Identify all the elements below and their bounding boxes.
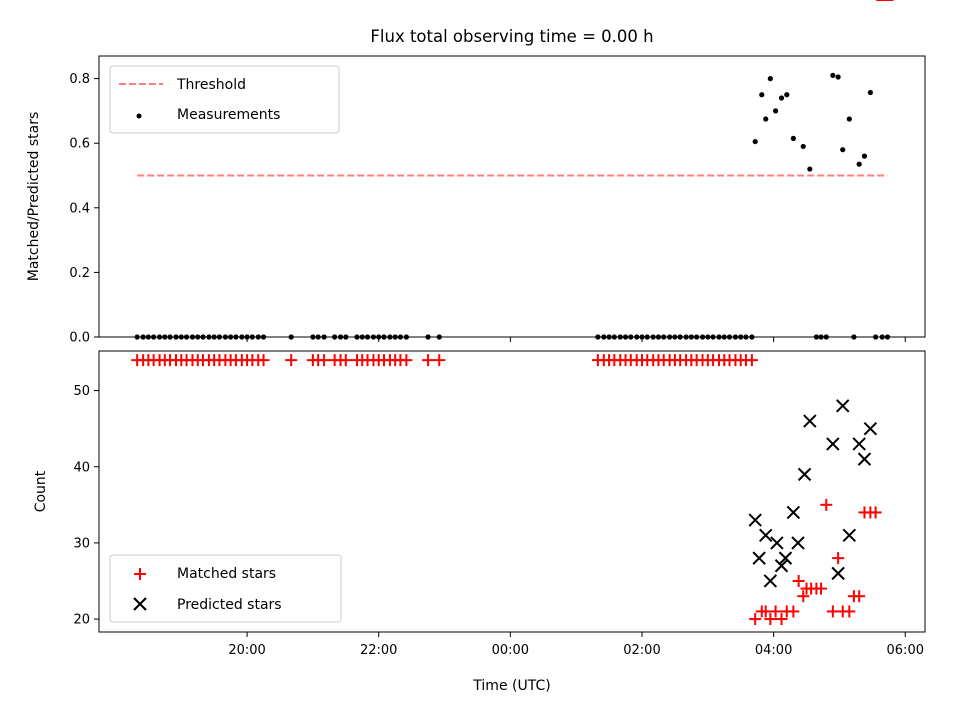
- matched-star-point: [745, 354, 758, 367]
- matched-stars-legend-swatch: [134, 568, 146, 580]
- measurement-point: [861, 153, 868, 159]
- top-plot-frame: [98, 55, 926, 338]
- bottom-y-tick-label: 50: [73, 384, 90, 399]
- predicted-star-point: [752, 551, 766, 565]
- predicted-star-point: [778, 551, 793, 565]
- matched-star-point: [433, 354, 446, 367]
- measurement-point: [807, 166, 813, 172]
- measurement-point: [830, 72, 836, 78]
- matched-star-point: [775, 613, 788, 626]
- predicted-star-point: [803, 414, 817, 428]
- predicted-stars-legend-swatch: [133, 597, 147, 611]
- matched-star-point: [869, 506, 882, 519]
- predicted-star-point: [852, 437, 866, 451]
- measurement-point: [800, 143, 806, 150]
- matched-star-point: [257, 354, 270, 367]
- matched-star-point: [787, 605, 800, 618]
- matched-star-point: [769, 605, 782, 618]
- matched-star-point: [792, 574, 805, 587]
- measurement-point: [772, 108, 779, 114]
- predicted-star-point: [863, 421, 878, 436]
- x-tick-label: 04:00: [755, 643, 792, 658]
- matched-star-point: [797, 590, 810, 603]
- measurements-legend-label: Measurements: [177, 107, 280, 123]
- matched-star-point: [422, 354, 435, 367]
- predicted-stars-legend-label: Predicted stars: [177, 597, 282, 613]
- predicted-star-point: [842, 528, 857, 542]
- predicted-star-point: [770, 536, 784, 550]
- top-y-tick-label: 0.2: [69, 266, 90, 281]
- matched-star-point: [400, 354, 413, 367]
- bottom-legend: Matched stars Predicted stars: [109, 554, 342, 623]
- bottom-y-axis-label: Count: [33, 470, 49, 512]
- measurements-legend-swatch: [136, 113, 142, 119]
- measurement-point: [867, 89, 873, 96]
- matched-star-point: [764, 613, 777, 626]
- matched-star-point: [749, 613, 762, 626]
- predicted-star-point: [831, 566, 845, 581]
- matched-star-point: [820, 498, 833, 511]
- measurement-point: [752, 138, 758, 145]
- bottom-plot-frame: [98, 350, 926, 633]
- bottom-y-tick-label: 40: [73, 460, 90, 475]
- matched-star-point: [815, 582, 828, 595]
- x-tick-label: 00:00: [492, 643, 529, 658]
- measurement-point: [784, 92, 790, 98]
- top-y-tick-label: 0.8: [69, 72, 90, 87]
- matched-star-point: [853, 590, 866, 603]
- x-axis-label: Time (UTC): [472, 678, 550, 694]
- x-tick-label: 06:00: [887, 643, 924, 658]
- chart-title: Flux total observing time = 0.00 h: [370, 27, 653, 46]
- measurement-point: [767, 76, 773, 82]
- measurement-point: [846, 116, 852, 122]
- matched-stars-legend-label: Matched stars: [177, 566, 276, 582]
- top-legend-box: [109, 65, 340, 134]
- top-y-tick-label: 0.4: [69, 201, 90, 216]
- matched-star-point: [832, 552, 845, 565]
- top-legend: Threshold Measurements: [109, 65, 340, 134]
- bottom-legend-box: [109, 554, 342, 623]
- predicted-star-point: [826, 437, 840, 451]
- x-tick-label: 02:00: [623, 643, 660, 658]
- measurement-point: [778, 95, 785, 101]
- predicted-star-point: [759, 528, 773, 542]
- top-y-tick-label: 0.6: [69, 137, 90, 152]
- bottom-y-tick-label: 30: [73, 536, 90, 551]
- measurement-point: [759, 92, 765, 98]
- measurement-point: [790, 135, 796, 141]
- bottom-y-tick-label: 20: [73, 613, 90, 628]
- matched-star-point: [843, 605, 856, 618]
- matched-star-point: [318, 354, 331, 367]
- top-panel: 0.00.20.40.60.8 Matched/Predicted stars …: [26, 55, 926, 346]
- x-tick-label: 22:00: [360, 643, 397, 658]
- predicted-star-point: [786, 505, 801, 520]
- measurement-point: [835, 74, 841, 80]
- threshold-legend-label: Threshold: [176, 77, 246, 93]
- x-tick-label: 20:00: [228, 643, 265, 658]
- top-y-tick-label: 0.0: [69, 331, 90, 346]
- predicted-star-point: [774, 559, 789, 573]
- predicted-star-point: [857, 452, 872, 466]
- matched-star-point: [339, 354, 352, 367]
- predicted-star-point: [763, 574, 778, 588]
- measurement-point: [856, 161, 862, 167]
- top-y-axis-label: Matched/Predicted stars: [26, 112, 42, 282]
- predicted-star-point: [791, 536, 805, 550]
- matched-star-point: [285, 354, 298, 367]
- measurement-point: [840, 147, 846, 153]
- predicted-star-point: [748, 513, 762, 527]
- measurement-point: [763, 116, 769, 122]
- predicted-star-point: [836, 399, 850, 413]
- predicted-star-point: [797, 467, 812, 482]
